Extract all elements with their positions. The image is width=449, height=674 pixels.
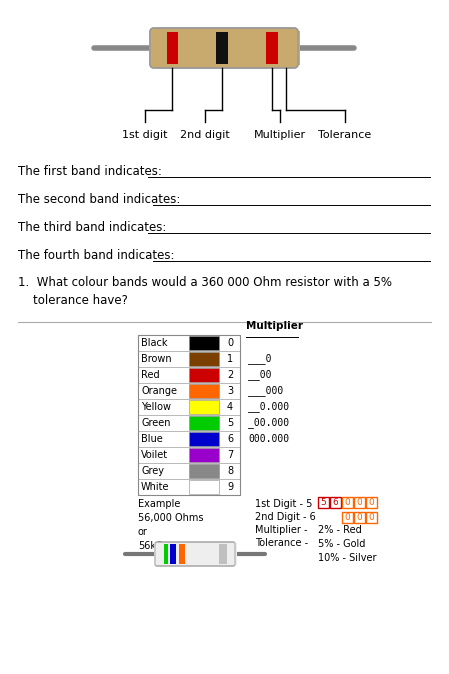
Bar <box>227 543 237 565</box>
Text: The first band indicates:: The first band indicates: <box>18 165 166 178</box>
Bar <box>318 497 329 508</box>
Bar <box>162 544 168 564</box>
Text: Blue: Blue <box>141 434 163 444</box>
Text: 9: 9 <box>227 482 233 492</box>
Text: 5: 5 <box>227 418 233 428</box>
Bar <box>138 479 240 495</box>
Bar <box>366 497 377 508</box>
Bar <box>342 512 353 523</box>
Bar <box>170 544 176 564</box>
Bar <box>189 480 219 494</box>
Text: Multiplier -: Multiplier - <box>255 525 308 535</box>
Bar <box>149 31 167 65</box>
Text: 6: 6 <box>227 434 233 444</box>
Bar <box>354 512 365 523</box>
Bar <box>138 367 240 383</box>
Bar <box>138 351 240 367</box>
Text: Example
56,000 Ohms
or
56kΩ: Example 56,000 Ohms or 56kΩ <box>138 499 203 551</box>
Text: The third band indicates:: The third band indicates: <box>18 221 170 234</box>
Text: 0: 0 <box>357 513 362 522</box>
Text: 0: 0 <box>357 498 362 507</box>
Bar <box>189 368 219 382</box>
Text: 8: 8 <box>227 466 233 476</box>
Text: 2: 2 <box>227 370 233 380</box>
Bar <box>354 497 365 508</box>
Bar <box>342 497 353 508</box>
Bar <box>138 335 240 495</box>
Bar <box>330 497 341 508</box>
Text: __0.000: __0.000 <box>248 402 289 412</box>
Bar <box>138 447 240 463</box>
Text: _00.000: _00.000 <box>248 418 289 429</box>
Text: 7: 7 <box>227 450 233 460</box>
Bar <box>154 543 164 565</box>
Text: 1st digit: 1st digit <box>122 130 168 140</box>
Text: White: White <box>141 482 170 492</box>
Text: 2nd digit: 2nd digit <box>180 130 230 140</box>
Bar <box>138 399 240 415</box>
Bar <box>138 335 240 351</box>
Bar <box>189 464 219 478</box>
Bar <box>189 416 219 430</box>
Text: 0: 0 <box>369 498 374 507</box>
Text: __00: __00 <box>248 369 272 380</box>
Text: Tolerance: Tolerance <box>318 130 372 140</box>
Bar <box>216 32 228 64</box>
Text: 1.  What colour bands would a 360 000 Ohm resistor with a 5%
    tolerance have?: 1. What colour bands would a 360 000 Ohm… <box>18 276 392 307</box>
Text: Orange: Orange <box>141 386 177 396</box>
Text: 1: 1 <box>227 354 233 364</box>
Text: 2nd Digit - 6: 2nd Digit - 6 <box>255 512 316 522</box>
Text: Grey: Grey <box>141 466 164 476</box>
Bar <box>138 415 240 431</box>
Text: 2% - Red
5% - Gold
10% - Silver: 2% - Red 5% - Gold 10% - Silver <box>318 525 377 563</box>
Bar <box>179 544 185 564</box>
Bar <box>219 544 229 564</box>
Text: 0: 0 <box>345 498 350 507</box>
Text: The fourth band indicates:: The fourth band indicates: <box>18 249 178 262</box>
Bar <box>189 384 219 398</box>
Text: 000.000: 000.000 <box>248 434 289 444</box>
Text: Red: Red <box>141 370 160 380</box>
Bar <box>189 336 219 350</box>
Text: Multiplier: Multiplier <box>246 321 303 331</box>
Text: ___000: ___000 <box>248 386 283 396</box>
Text: The second band indicates:: The second band indicates: <box>18 193 184 206</box>
Bar <box>189 400 219 414</box>
Text: Brown: Brown <box>141 354 172 364</box>
Bar <box>189 448 219 462</box>
Text: Yellow: Yellow <box>141 402 171 412</box>
Text: Multiplier: Multiplier <box>254 130 306 140</box>
Bar <box>266 32 278 64</box>
Text: Tolerance -: Tolerance - <box>255 538 311 548</box>
Bar <box>166 32 178 64</box>
FancyBboxPatch shape <box>150 28 298 68</box>
Bar <box>138 463 240 479</box>
Text: Voilet: Voilet <box>141 450 168 460</box>
Bar <box>189 352 219 366</box>
Bar <box>282 31 300 65</box>
Text: 6: 6 <box>333 498 339 507</box>
Text: 5: 5 <box>321 498 326 507</box>
Bar <box>366 512 377 523</box>
Text: 0: 0 <box>369 513 374 522</box>
Text: Green: Green <box>141 418 171 428</box>
Text: 3: 3 <box>227 386 233 396</box>
Text: ___0: ___0 <box>248 354 272 365</box>
Bar <box>138 383 240 399</box>
Bar <box>138 431 240 447</box>
Text: 4: 4 <box>227 402 233 412</box>
FancyBboxPatch shape <box>155 542 235 566</box>
Text: 0: 0 <box>227 338 233 348</box>
Text: Black: Black <box>141 338 167 348</box>
Text: 0: 0 <box>345 513 350 522</box>
Text: 1st Digit - 5: 1st Digit - 5 <box>255 499 313 509</box>
Bar <box>189 432 219 446</box>
